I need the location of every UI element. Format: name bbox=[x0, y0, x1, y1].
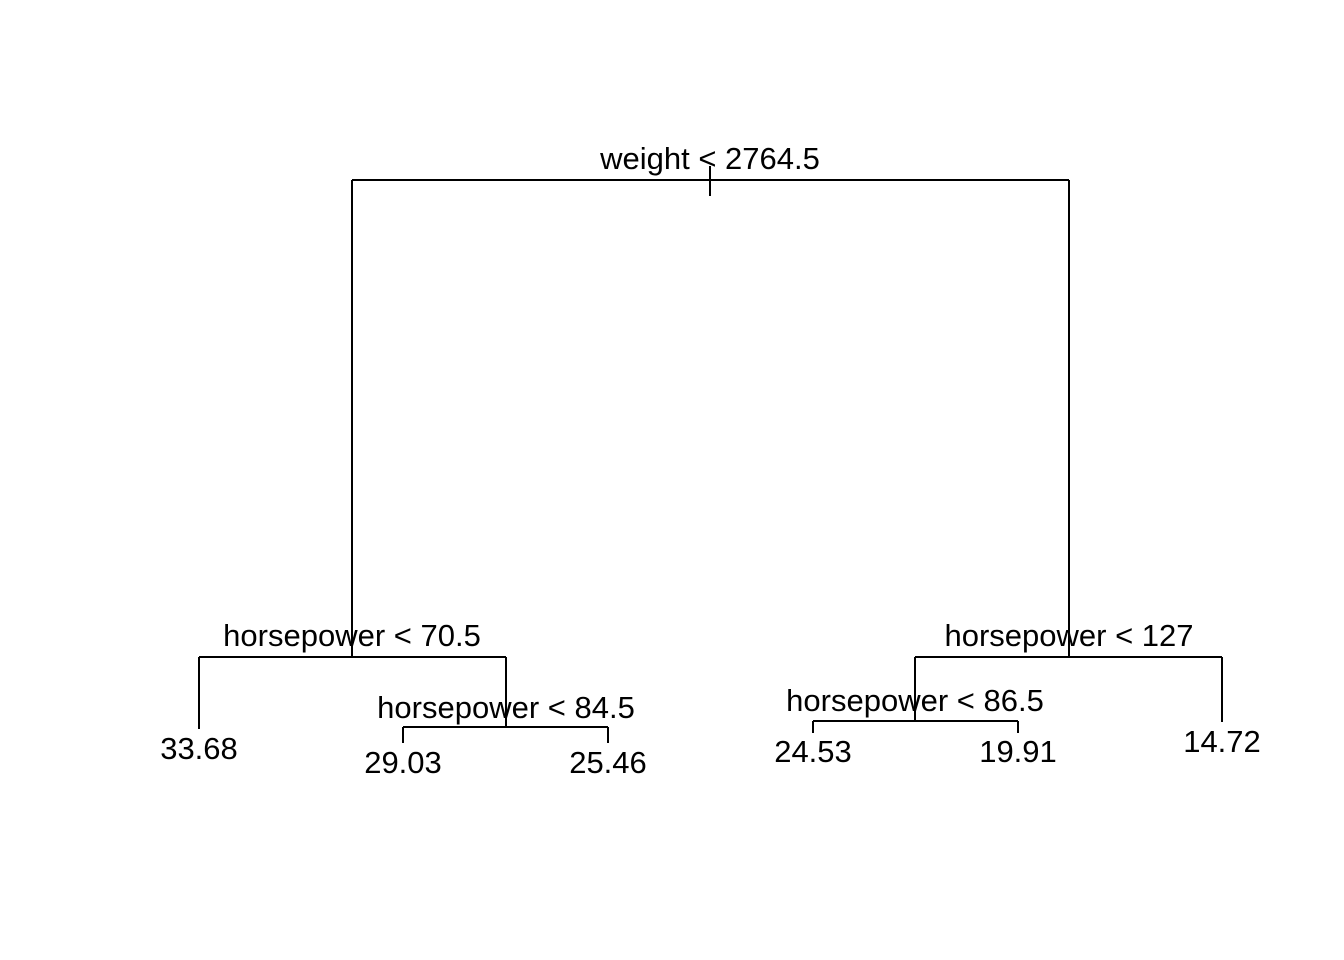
split-label-horsepower-86-5: horsepower < 86.5 bbox=[786, 683, 1044, 718]
split-label-weight: weight < 2764.5 bbox=[599, 141, 820, 176]
leaf-value-25-46: 25.46 bbox=[569, 745, 647, 780]
split-label-horsepower-127: horsepower < 127 bbox=[944, 618, 1193, 653]
leaf-value-14-72: 14.72 bbox=[1183, 724, 1261, 759]
split-label-horsepower-70-5: horsepower < 70.5 bbox=[223, 618, 481, 653]
leaf-value-33-68: 33.68 bbox=[160, 731, 238, 766]
leaf-value-24-53: 24.53 bbox=[774, 734, 852, 769]
split-label-horsepower-84-5: horsepower < 84.5 bbox=[377, 690, 635, 725]
leaf-value-19-91: 19.91 bbox=[979, 734, 1057, 769]
leaf-value-29-03: 29.03 bbox=[364, 745, 442, 780]
